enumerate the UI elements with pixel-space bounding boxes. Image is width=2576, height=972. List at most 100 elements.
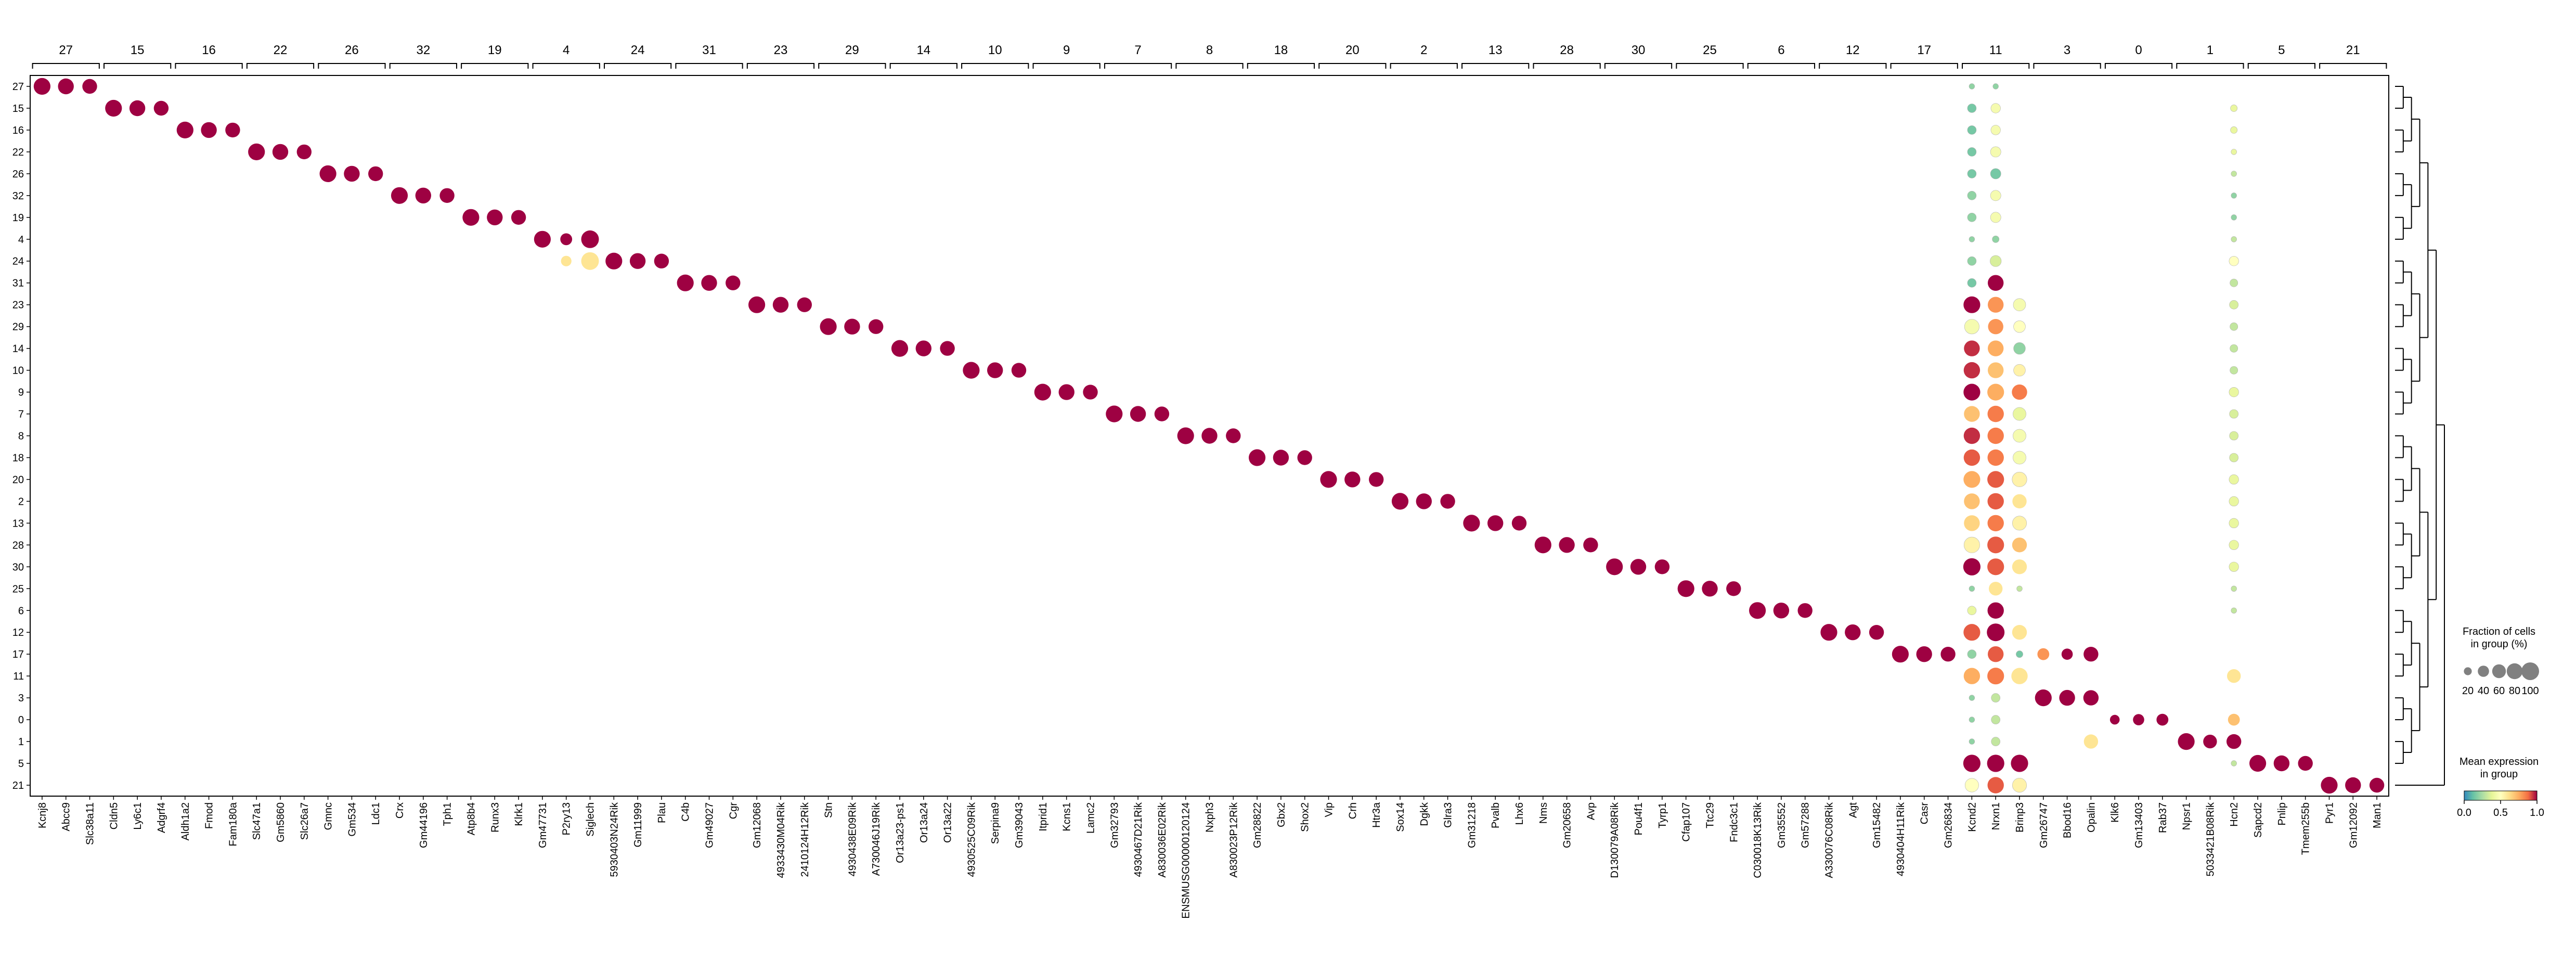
group-bracket (1890, 63, 1958, 69)
y-tick-label: 15 (12, 103, 24, 114)
y-tick-label: 3 (18, 693, 24, 704)
x-tick-label: Gmnc (323, 802, 334, 830)
x-tick-label: Pyr1 (2324, 802, 2335, 824)
x-tick-label: Fam180a (227, 802, 239, 846)
y-tick-label: 14 (12, 343, 24, 355)
x-tick-label: 4933430M04Rik (775, 802, 787, 878)
group-bracket (389, 63, 457, 69)
dot-20-Kcnd2 (1963, 471, 1980, 488)
x-tick-label: Cldn5 (108, 802, 120, 829)
dot-30-Pou4f1 (1630, 559, 1647, 575)
y-tick-label: 22 (12, 147, 24, 158)
dot-26-Gmnc (319, 165, 336, 182)
dot-31-C4b (677, 274, 694, 291)
dot-0-Hcn2 (2228, 713, 2240, 726)
group-bracket-label: 31 (702, 43, 716, 57)
dot-30-Brinp3 (2012, 559, 2027, 574)
group-bracket-label: 27 (59, 43, 73, 57)
dot-29-A730046J19Rik (869, 319, 884, 334)
x-tick-label: A730046J19Rik (871, 802, 882, 876)
x-tick-label: Tyrp1 (1657, 802, 1668, 828)
x-tick-label: C030018K13Rik (1752, 802, 1764, 878)
dot-5-Nrxn1 (1987, 754, 2004, 772)
x-tick-label: Kcnj8 (37, 802, 48, 828)
dot-28-Brinp3 (2012, 538, 2027, 553)
dot-14-Nrxn1 (1988, 340, 2004, 356)
x-tick-label: Gm15482 (1871, 802, 1883, 848)
y-tick-label: 9 (18, 387, 24, 399)
dot-10-4930525C09Rik (963, 362, 980, 379)
y-tick-label: 24 (12, 256, 24, 267)
x-tick-label: Kcns1 (1062, 802, 1073, 832)
y-tick-label: 17 (12, 649, 24, 660)
dot-9-Hcn2 (2229, 387, 2239, 398)
x-tick-label: Abcc9 (61, 802, 72, 832)
dot-25-Fndc3c1 (1726, 581, 1741, 596)
x-tick-label: Kcnd2 (1966, 802, 1978, 832)
dot-29-4930438E09Rik (844, 318, 860, 335)
x-tick-label: Cfap107 (1681, 802, 1692, 842)
group-bracket-label: 21 (2346, 43, 2360, 57)
dot-6-Hcn2 (2231, 607, 2237, 614)
x-tick-label: Brinp3 (2014, 802, 2026, 833)
dot-30-Tyrp1 (1654, 559, 1670, 574)
group-bracket-label: 3 (2064, 43, 2070, 57)
dot-22-Slc26a7 (296, 144, 312, 160)
dot-14-Or13a24 (915, 340, 932, 356)
dot-32-Hcn2 (2231, 193, 2237, 199)
dot-19-Runx3 (487, 209, 503, 225)
y-tick-label: 6 (18, 605, 24, 617)
x-tick-label: Gm12092 (2348, 802, 2359, 848)
dots-layer (33, 78, 2385, 794)
dot-4-Hcn2 (2231, 236, 2237, 242)
x-tick-label: Gm44196 (418, 802, 430, 848)
x-tick-label: Gm26747 (2038, 802, 2050, 848)
y-tick-label: 0 (18, 714, 24, 726)
group-bracket-label: 32 (416, 43, 430, 57)
fraction-legend-dot (2506, 663, 2523, 680)
x-axis-ticks: Kcnj8 Abcc9 Slc38a11 Cldn5 Ly6c1 Adgrf4 Aldh1a… (37, 796, 2383, 918)
x-tick-label: Gm26834 (1943, 802, 1954, 848)
dot-12-Gm15482 (1869, 625, 1884, 640)
x-tick-label: Pnlip (2276, 802, 2288, 825)
dot-4-Gm47731 (534, 231, 551, 248)
x-tick-label: Gm32793 (1109, 802, 1120, 848)
y-tick-label: 7 (18, 409, 24, 420)
dot-17-Nrxn1 (1988, 646, 2004, 662)
dot-0-Nrxn1 (1991, 715, 2000, 724)
dot-9-Nrxn1 (1987, 383, 2004, 401)
dot-24-Plau (654, 253, 669, 268)
dot-30-Kcnd2 (1963, 558, 1980, 575)
x-tick-label: Or13a22 (942, 802, 954, 843)
dot-3-Nrxn1 (1991, 693, 2000, 702)
dot-30-Nrxn1 (1987, 558, 2004, 575)
x-tick-label: Lamc2 (1085, 802, 1096, 834)
dot-10-Serpina9 (987, 362, 1003, 378)
dot-10-Brinp3 (2013, 364, 2026, 377)
y-tick-label: 10 (12, 365, 24, 377)
group-bracket (1676, 63, 1744, 69)
expression-legend-title-line: Mean expression (2460, 756, 2539, 768)
x-tick-label: D130079A08Rik (1609, 802, 1621, 878)
group-bracket (1390, 63, 1458, 69)
x-tick-label: Klk6 (2109, 802, 2121, 823)
dot-24-5930403N24Rik (605, 252, 623, 270)
y-tick-label: 11 (13, 671, 24, 682)
dot-29-Hcn2 (2230, 322, 2238, 331)
group-bracket-label: 30 (1632, 43, 1646, 57)
y-tick-label: 4 (18, 234, 24, 246)
dot-25-Brinp3 (2016, 585, 2023, 592)
x-tick-label: A830023P12Rik (1228, 802, 1239, 878)
fraction-legend-label: 80 (2509, 685, 2520, 697)
dot-7-Hcn2 (2229, 409, 2239, 419)
dot-16-Hcn2 (2230, 126, 2238, 134)
y-tick-label: 2 (18, 496, 24, 507)
group-bracket-label: 7 (1134, 43, 1141, 57)
dot-15-Hcn2 (2230, 105, 2238, 112)
group-bracket (1604, 63, 1673, 69)
dot-32-Gm44196 (415, 187, 431, 203)
fraction-legend-label: 60 (2493, 685, 2505, 697)
dot-23-Gm12068 (748, 296, 766, 313)
fraction-legend-label: 20 (2462, 685, 2474, 697)
